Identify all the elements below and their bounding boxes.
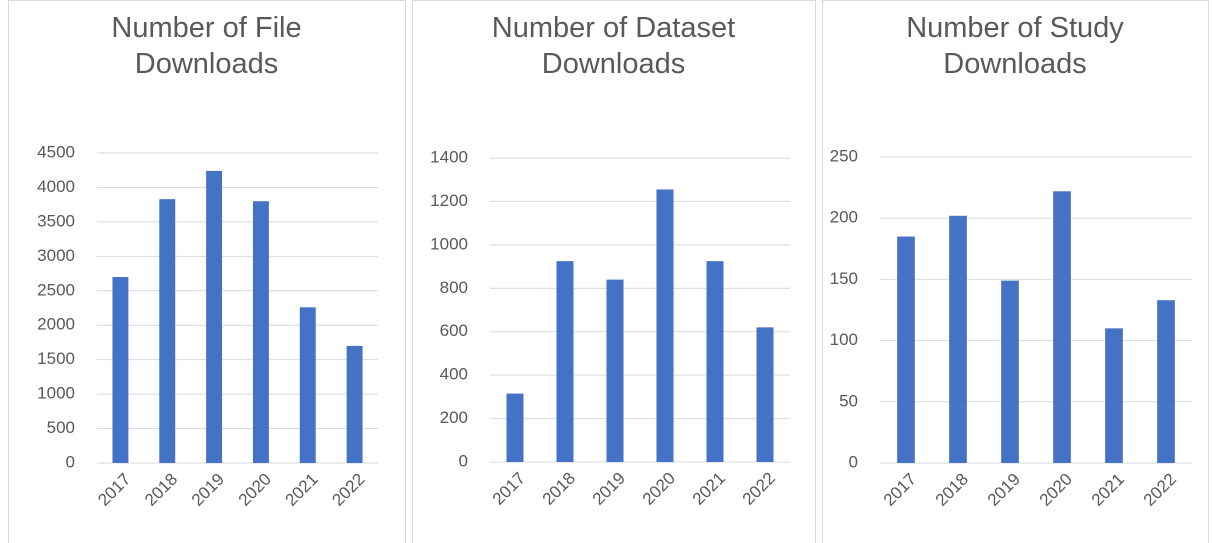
x-tick-label: 2020	[639, 469, 679, 509]
x-tick-label: 2017	[489, 469, 529, 509]
chart-title: Number of Study Downloads	[906, 12, 1124, 80]
x-tick-label: 2022	[328, 470, 368, 510]
bar	[1105, 328, 1123, 463]
y-tick-label: 250	[830, 146, 858, 165]
x-tick-label: 2022	[739, 469, 779, 509]
y-tick-label: 800	[440, 278, 468, 297]
y-tick-label: 0	[459, 451, 468, 470]
x-tick-label: 2019	[984, 470, 1024, 510]
bar	[756, 327, 774, 462]
bar	[299, 307, 316, 463]
x-tick-label: 2017	[880, 470, 920, 510]
y-tick-label: 200	[440, 408, 468, 427]
bar	[706, 261, 724, 462]
bar	[1157, 300, 1175, 463]
x-tick-label: 2018	[539, 469, 579, 509]
panel-border	[412, 0, 816, 543]
x-tick-label: 2021	[1088, 470, 1128, 510]
y-tick-label: 4500	[37, 142, 75, 161]
chart-title: Number of Dataset Downloads	[491, 12, 736, 80]
bar	[112, 277, 129, 463]
bar	[252, 201, 269, 463]
y-tick-label: 100	[830, 330, 858, 349]
y-tick-label: 0	[849, 452, 858, 471]
bar	[206, 170, 223, 463]
y-tick-label: 1000	[430, 234, 468, 253]
y-tick-label: 1200	[430, 191, 468, 210]
panel-border	[822, 0, 1209, 543]
x-tick-label: 2019	[589, 469, 629, 509]
bar	[897, 236, 915, 463]
bar	[346, 345, 363, 463]
bar	[656, 189, 674, 462]
y-tick-label: 50	[839, 391, 858, 410]
x-tick-label: 2019	[188, 470, 228, 510]
y-tick-label: 4000	[37, 177, 75, 196]
y-tick-label: 150	[830, 269, 858, 288]
y-tick-label: 400	[440, 365, 468, 384]
y-tick-label: 0	[66, 452, 75, 471]
chart-title: Number of File Downloads	[111, 12, 302, 80]
x-tick-label: 2018	[141, 470, 181, 510]
y-tick-label: 1400	[430, 147, 468, 166]
y-tick-label: 2500	[37, 280, 75, 299]
title-box: Number of Dataset Downloads	[491, 12, 736, 80]
x-tick-label: 2021	[689, 469, 729, 509]
x-tick-label: 2018	[932, 470, 972, 510]
x-tick-label: 2017	[94, 470, 134, 510]
bar	[606, 279, 624, 462]
y-tick-label: 2000	[37, 315, 75, 334]
panel-border	[8, 0, 406, 543]
y-tick-label: 3500	[37, 211, 75, 230]
bar	[1053, 191, 1071, 463]
title-box: Number of Study Downloads	[906, 12, 1124, 80]
bar	[556, 261, 574, 462]
x-tick-label: 2022	[1140, 470, 1180, 510]
x-tick-label: 2020	[1036, 470, 1076, 510]
title-box: Number of File Downloads	[111, 12, 302, 80]
x-tick-label: 2021	[282, 470, 322, 510]
y-tick-label: 1500	[37, 349, 75, 368]
bar	[506, 393, 524, 462]
bar	[159, 199, 176, 463]
y-tick-label: 3000	[37, 246, 75, 265]
y-tick-label: 1000	[37, 384, 75, 403]
bar	[949, 215, 967, 463]
y-tick-label: 200	[830, 208, 858, 227]
bar	[1001, 280, 1019, 463]
x-tick-label: 2020	[235, 470, 275, 510]
y-tick-label: 600	[440, 321, 468, 340]
y-tick-label: 500	[47, 418, 75, 437]
